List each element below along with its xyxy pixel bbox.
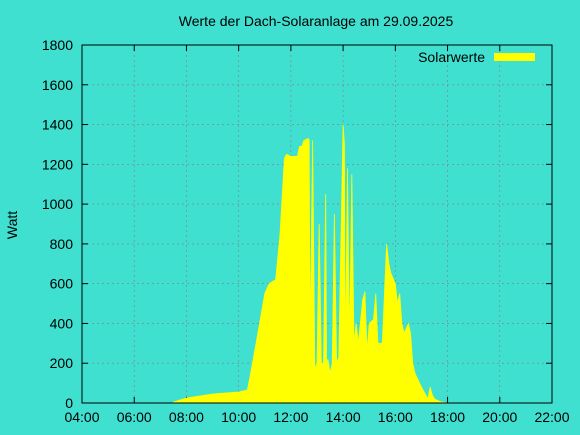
y-tick-label: 400 — [50, 315, 74, 331]
x-tick-label: 04:00 — [64, 409, 99, 425]
x-tick-label: 16:00 — [378, 409, 413, 425]
x-tick-label: 14:00 — [326, 409, 361, 425]
x-tick-label: 06:00 — [117, 409, 152, 425]
y-tick-label: 1200 — [42, 156, 73, 172]
series-area-solarwerte — [172, 124, 459, 404]
legend-label: Solarwerte — [418, 49, 485, 65]
x-tick-label: 18:00 — [430, 409, 465, 425]
y-tick-label: 0 — [65, 395, 73, 411]
y-tick-label: 1400 — [42, 117, 73, 133]
y-tick-label: 800 — [50, 236, 74, 252]
x-tick-label: 10:00 — [221, 409, 256, 425]
y-axis-label: Watt — [4, 211, 20, 239]
x-tick-label: 20:00 — [482, 409, 517, 425]
chart-title: Werte der Dach-Solaranlage am 29.09.2025 — [179, 13, 454, 29]
y-tick-label: 1000 — [42, 196, 73, 212]
x-tick-label: 12:00 — [273, 409, 308, 425]
y-tick-label: 1800 — [42, 37, 73, 53]
plot-border — [81, 44, 553, 404]
y-tick-label: 600 — [50, 276, 74, 292]
x-tick-label: 22:00 — [534, 409, 569, 425]
x-tick-label: 08:00 — [169, 409, 204, 425]
legend-swatch — [494, 53, 535, 61]
y-tick-label: 1600 — [42, 77, 73, 93]
y-tick-label: 200 — [50, 355, 74, 371]
